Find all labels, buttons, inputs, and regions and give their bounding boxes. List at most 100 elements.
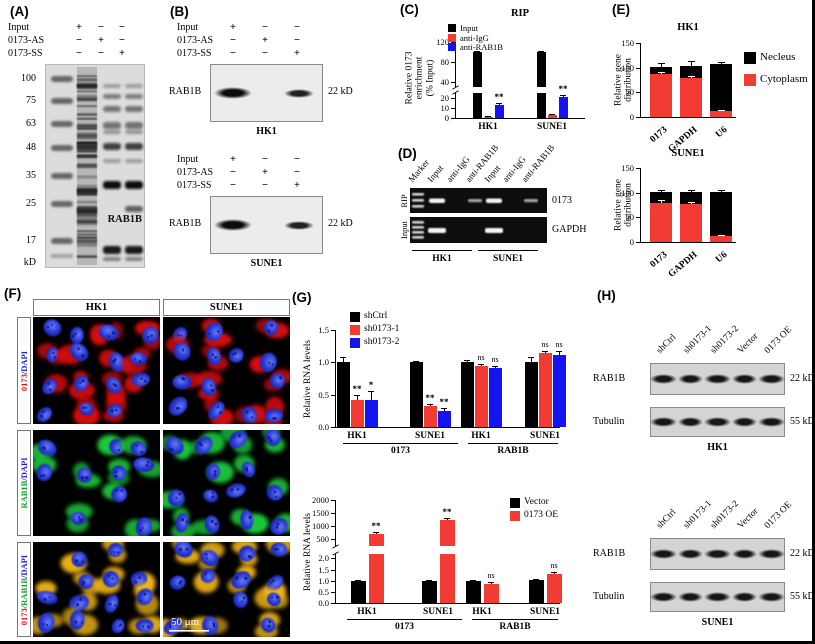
panel-b-label: (B) <box>170 4 189 19</box>
gel-target-label: GAPDH <box>552 224 587 235</box>
fluorescence-image: 50 μm <box>154 532 294 640</box>
error-bar <box>446 517 448 520</box>
bar <box>528 579 544 603</box>
condition-sign: − <box>294 35 300 46</box>
panel-e-label: (E) <box>612 2 630 17</box>
bar <box>558 97 568 118</box>
y-tick-label: 50 <box>625 87 635 98</box>
y-tick-label: 500 <box>316 534 329 545</box>
error-bar <box>660 200 662 203</box>
bar-segment <box>650 202 672 242</box>
gel-row-label: RIP <box>398 188 409 213</box>
blot-mw-label: 55 kD <box>790 591 815 602</box>
error-bar <box>562 95 564 97</box>
protein-band <box>704 592 731 602</box>
bar <box>472 52 482 87</box>
y-tick-label: 0 <box>444 113 449 123</box>
error-cap <box>542 350 548 352</box>
condition-name: Input <box>177 154 199 165</box>
legend-label: Vector <box>524 497 549 507</box>
row-label-text: 0173/DAPI <box>19 317 29 424</box>
error-cap <box>340 357 346 359</box>
y-tick-label: 0 <box>629 112 634 122</box>
y-tick-label: 120 <box>436 37 449 47</box>
panel-f-immunofluorescence: HK1 SUNE1 0173/DAPI RAB1B/DAPI 0173/RAB1B/DA… <box>0 285 298 641</box>
blot-lane-label: shCtrl <box>654 507 678 531</box>
row-label-part: 0173 <box>19 607 29 625</box>
error-bar <box>530 357 532 363</box>
bar <box>364 399 378 427</box>
condition-name: 0173-SS <box>177 48 212 59</box>
fluorescence-image-cell: 50 μm <box>154 532 294 640</box>
bar <box>536 93 546 118</box>
blot-lane-label: sh0173-2 <box>708 498 741 531</box>
y-tick <box>636 242 640 243</box>
error-cap <box>657 200 665 202</box>
condition-sign: − <box>262 180 268 191</box>
error-bar <box>553 572 555 575</box>
significance-label: ** <box>371 521 381 532</box>
legend-label: Necleus <box>760 51 796 63</box>
x-category-label: SUNE1 <box>414 431 446 441</box>
y-tick <box>331 603 335 604</box>
group-label: 0173 <box>395 622 414 632</box>
gel-cell-label: SUNE1 <box>492 254 524 264</box>
blot-protein-label: RAB1B <box>169 86 202 97</box>
condition-sign: − <box>294 154 300 165</box>
x-category-label: SUNE1 <box>536 122 568 132</box>
blot-mw-label: 22 kD <box>790 373 815 384</box>
y-tick-label: 0 <box>629 237 634 247</box>
x-axis <box>640 242 736 243</box>
significance-label: ns <box>491 354 499 364</box>
bar-segment <box>650 66 672 75</box>
error-bar <box>356 395 358 400</box>
y-axis <box>335 554 336 604</box>
axis-break-mark <box>452 85 459 90</box>
condition-sign: + <box>262 35 268 46</box>
significance-label: ** <box>442 506 452 517</box>
y-axis <box>455 93 456 119</box>
blot-lane-label: sh0173-1 <box>681 323 714 356</box>
panel-e-distribution-chart-sune1: 0 50 100 150 0173 GAPDH U6 SUNE1 Relative gene d… <box>610 146 812 288</box>
bar-segment <box>710 235 732 242</box>
bar <box>483 116 493 118</box>
protein-band <box>732 549 757 559</box>
condition-sign: + <box>230 154 236 165</box>
y-tick-label: 40 <box>440 77 450 87</box>
error-cap <box>657 189 665 191</box>
condition-sign: + <box>98 35 104 46</box>
blot-lane-label: Vector <box>735 331 761 356</box>
condition-name: Input <box>8 22 30 33</box>
y-tick <box>636 192 640 194</box>
bar <box>494 105 504 118</box>
error-cap <box>485 115 491 117</box>
protein-band <box>650 374 677 384</box>
panel-g-knockdown-chart: 0.0 0.5 1.0 1.5 ** * HK1 ** ** SUNE1 ns ns HK1 ns ns SU… <box>290 292 575 468</box>
error-cap <box>478 363 484 365</box>
y-axis <box>335 330 336 428</box>
legend-swatch <box>510 498 520 508</box>
protein-band <box>650 417 677 427</box>
y-tick <box>331 580 335 582</box>
y-tick <box>636 92 640 94</box>
y-tick-label: 100 <box>621 62 634 73</box>
error-cap <box>687 202 695 204</box>
x-category-label: SUNE1 <box>529 607 561 617</box>
significance-label: ** <box>425 392 435 403</box>
y-tick <box>331 427 335 428</box>
bar <box>421 580 437 603</box>
y-tick-label: 80 <box>440 57 450 67</box>
panel-b-western-blots: Input + − − 0173-AS − + − 0173-SS − − + RAB1B 22 kD HK… <box>163 0 398 290</box>
legend-swatch <box>448 43 456 51</box>
panel-c-label: (C) <box>400 2 419 17</box>
y-tick <box>331 569 335 571</box>
legend-label: Input <box>460 23 478 33</box>
bar <box>350 399 364 427</box>
bar <box>368 554 384 603</box>
significance-label: * <box>368 380 374 391</box>
legend-label: shCtrl <box>364 311 388 321</box>
blot-cell-label: SUNE1 <box>250 258 283 269</box>
y-axis-label-text: Relative RNA levels <box>302 339 313 418</box>
blot-protein-label: RAB1B <box>593 373 626 384</box>
bar-segment <box>650 191 672 203</box>
